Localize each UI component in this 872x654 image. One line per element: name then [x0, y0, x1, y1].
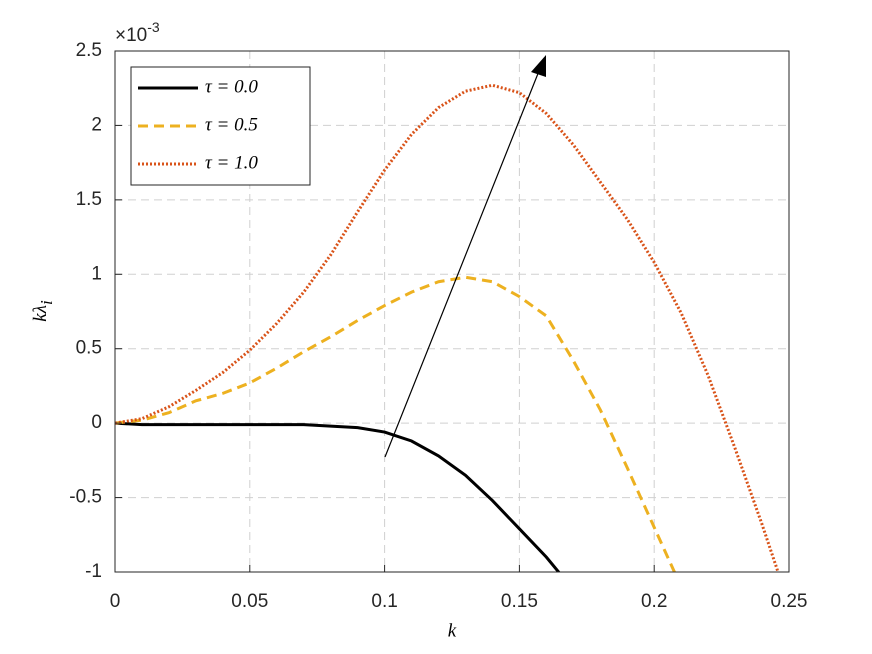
x-tick-label: 0.05 [231, 591, 268, 612]
x-tick-label: 0.2 [641, 591, 667, 612]
exp-base: ×10 [115, 25, 147, 46]
legend-label: τ = 0.0 [205, 76, 258, 97]
y-tick-label: -1 [85, 561, 102, 582]
y-label-sub: i [37, 300, 56, 305]
y-tick-label: 1 [91, 263, 102, 284]
legend-label: τ = 1.0 [205, 152, 258, 173]
series-line [115, 421, 561, 572]
y-axis-label: kλi [30, 300, 56, 322]
arrow [384, 65, 542, 458]
y-tick-label: 0.5 [76, 338, 102, 359]
axes-box [114, 50, 790, 573]
x-tick-label: 0.1 [371, 591, 397, 612]
series-line [115, 83, 780, 572]
lines [115, 83, 780, 572]
y-tick-label: -0.5 [69, 487, 102, 508]
arrow-head [531, 55, 546, 77]
y-tick-label: 0 [91, 412, 102, 433]
legend: τ = 0.0 τ = 0.5 τ = 1.0 [130, 66, 311, 186]
series-line [115, 275, 677, 572]
x-tick-label: 0.25 [771, 591, 808, 612]
y-tick-label: 2 [91, 114, 102, 135]
y-tick-label: 2.5 [76, 40, 102, 61]
y-tick-label: 1.5 [76, 189, 102, 210]
legend-label: τ = 0.5 [205, 114, 258, 135]
x-tick-label: 0.15 [501, 591, 538, 612]
y-exponent: ×10-3 [115, 19, 160, 46]
x-tick-label: 0 [110, 591, 121, 612]
y-label-main: kλ [30, 305, 51, 322]
x-axis-label: k [448, 620, 457, 641]
exp-power: -3 [147, 19, 160, 35]
